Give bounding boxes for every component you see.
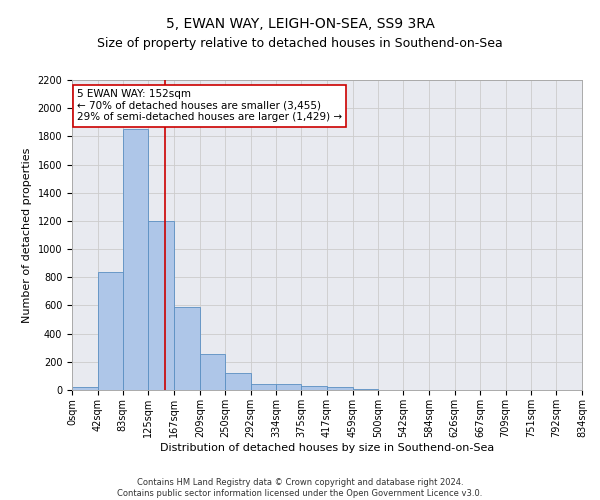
Bar bbox=[98, 272, 123, 390]
Bar bbox=[148, 221, 174, 390]
Bar bbox=[225, 373, 251, 390]
X-axis label: Distribution of detached houses by size in Southend-on-Sea: Distribution of detached houses by size … bbox=[160, 442, 494, 452]
Bar bbox=[276, 384, 301, 390]
Text: Size of property relative to detached houses in Southend-on-Sea: Size of property relative to detached ho… bbox=[97, 38, 503, 51]
Text: 5, EWAN WAY, LEIGH-ON-SEA, SS9 3RA: 5, EWAN WAY, LEIGH-ON-SEA, SS9 3RA bbox=[166, 18, 434, 32]
Bar bbox=[174, 307, 200, 390]
Text: 5 EWAN WAY: 152sqm
← 70% of detached houses are smaller (3,455)
29% of semi-deta: 5 EWAN WAY: 152sqm ← 70% of detached hou… bbox=[77, 90, 342, 122]
Bar bbox=[200, 354, 225, 390]
Bar bbox=[123, 130, 148, 390]
Text: Contains HM Land Registry data © Crown copyright and database right 2024.
Contai: Contains HM Land Registry data © Crown c… bbox=[118, 478, 482, 498]
Bar bbox=[301, 386, 327, 390]
Y-axis label: Number of detached properties: Number of detached properties bbox=[22, 148, 32, 322]
Bar bbox=[251, 384, 276, 390]
Bar bbox=[327, 387, 353, 390]
Bar bbox=[72, 387, 98, 390]
